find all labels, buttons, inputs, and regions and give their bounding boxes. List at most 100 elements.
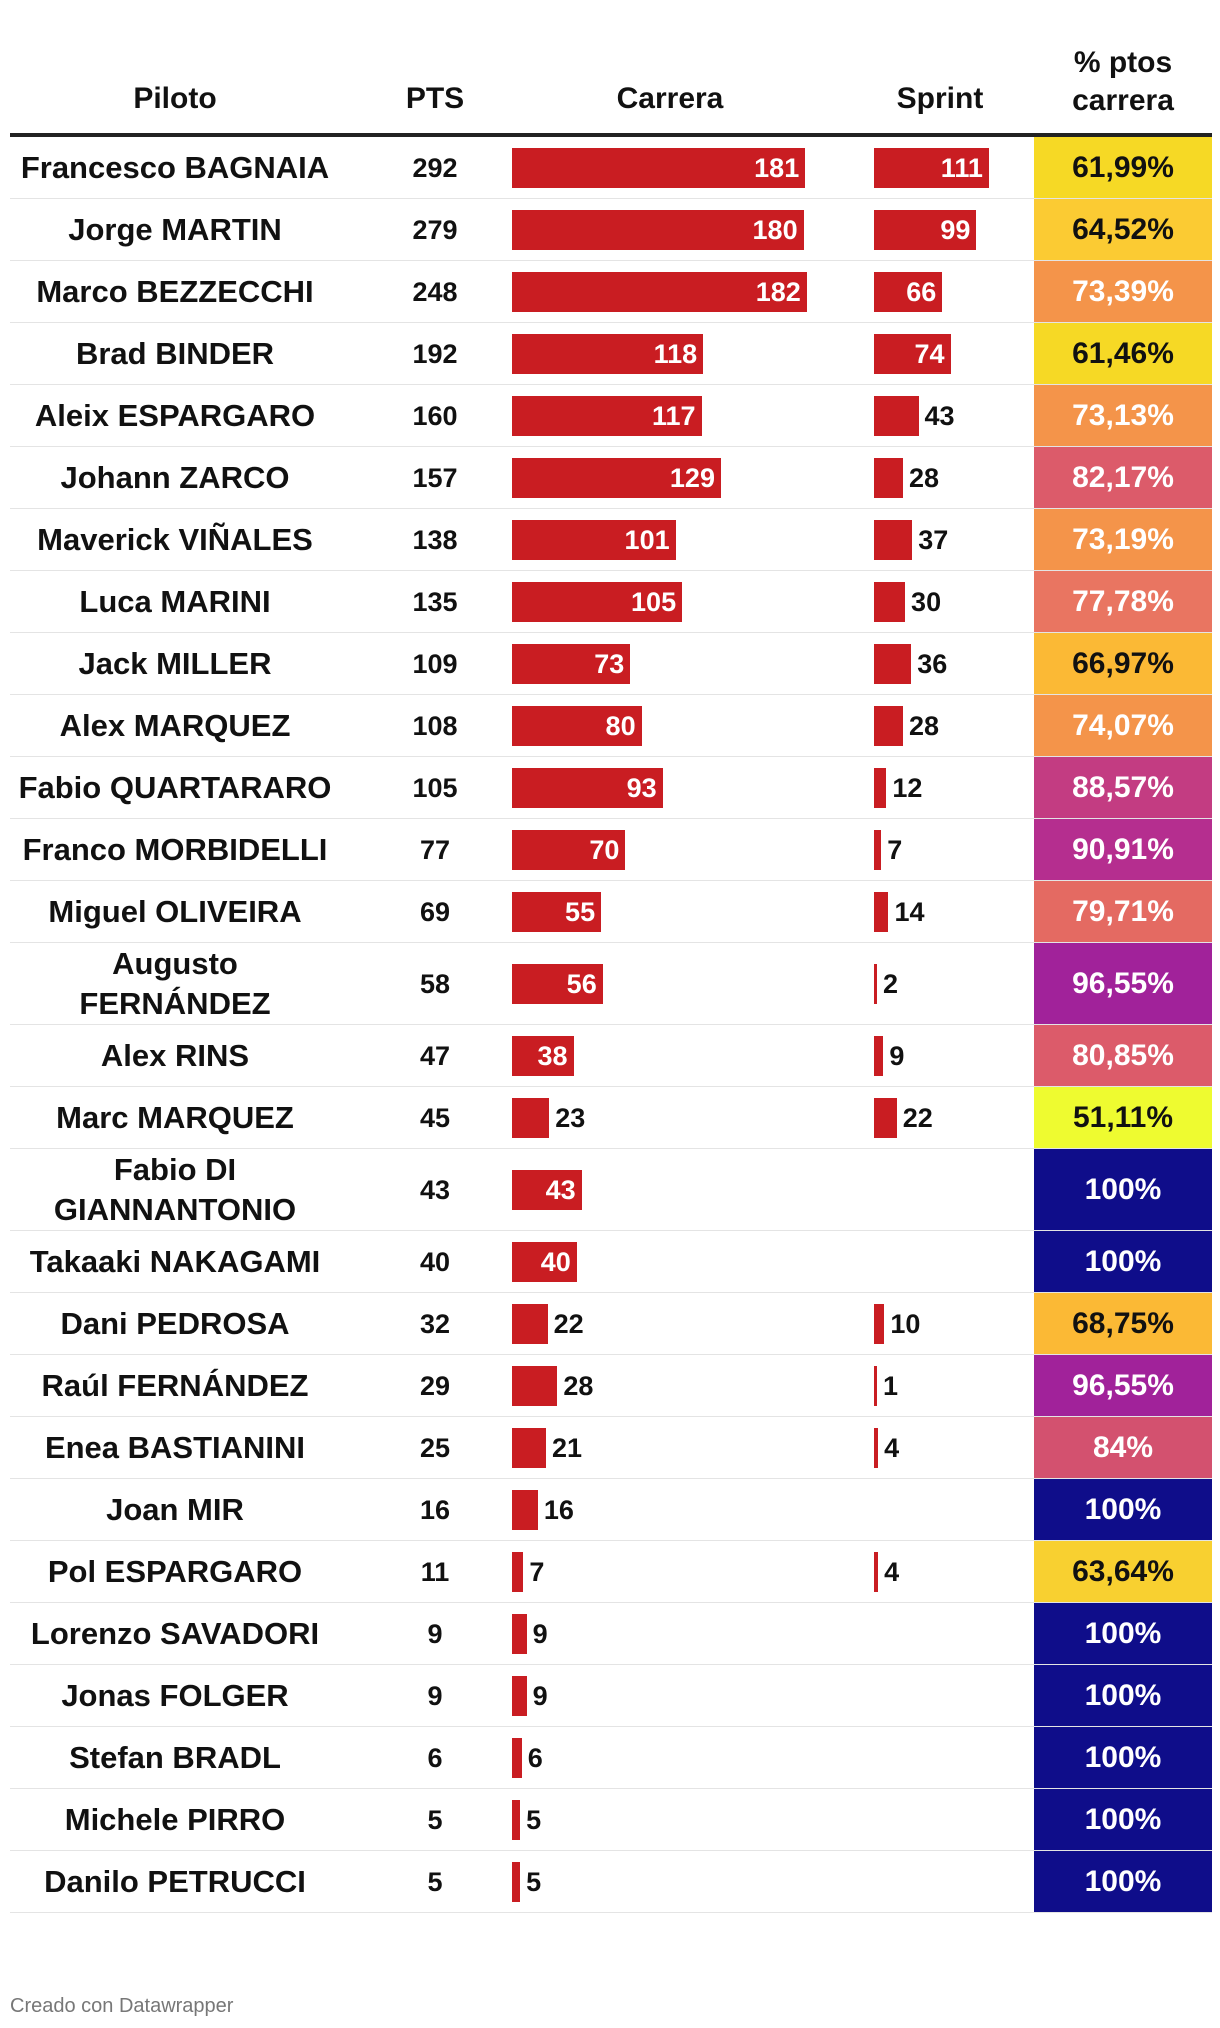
carrera-value: 16: [543, 1495, 574, 1525]
row-divider: [10, 818, 1212, 819]
table-row: Marc MARQUEZ 45 23 22 51,11%: [10, 1087, 1212, 1149]
sprint-value: 12: [892, 773, 923, 803]
carrera-bar: [512, 1738, 522, 1778]
carrera-value: 80: [605, 711, 636, 741]
carrera-bar: [512, 1800, 521, 1840]
rider-points: 47: [419, 1040, 451, 1071]
sprint-value: 30: [911, 587, 942, 617]
row-divider: [10, 942, 1212, 943]
rider-points: 32: [419, 1308, 451, 1339]
carrera-value: 23: [555, 1103, 586, 1133]
carrera-bar: [512, 830, 626, 870]
carrera-value: 73: [594, 649, 625, 679]
sprint-value: 9: [889, 1041, 905, 1071]
sprint-bar: [874, 706, 903, 746]
sprint-bar: [874, 272, 943, 312]
sprint-bar: [874, 334, 951, 374]
rider-name: Raúl FERNÁNDEZ: [41, 1368, 309, 1403]
rider-points: 43: [419, 1174, 451, 1205]
rider-points: 109: [412, 648, 458, 679]
carrera-bar: [512, 1614, 527, 1654]
carrera-bar: [512, 644, 631, 684]
race-points-percentage: 73,39%: [1034, 261, 1212, 323]
rider-points: 108: [412, 710, 458, 741]
rider-points: 16: [419, 1494, 451, 1525]
race-points-percentage: 100%: [1034, 1727, 1212, 1789]
sprint-value: 7: [887, 835, 903, 865]
table-row: Dani PEDROSA 32 22 10 68,75%: [10, 1293, 1212, 1355]
race-points-percentage: 84%: [1034, 1417, 1212, 1479]
carrera-bar: [512, 1428, 547, 1468]
row-divider: [10, 1292, 1212, 1293]
table-row: Jorge MARTIN 279 180 99 64,52%: [10, 199, 1212, 261]
rider-name: Takaaki NAKAGAMI: [29, 1244, 321, 1279]
sprint-value: 1: [883, 1371, 899, 1401]
table-row: Enea BASTIANINI 25 21 4 84%: [10, 1417, 1212, 1479]
table-row: Lorenzo SAVADORI 9 9 100%: [10, 1603, 1212, 1665]
row-divider: [10, 1540, 1212, 1541]
race-points-percentage: 100%: [1034, 1789, 1212, 1851]
race-points-percentage: 68,75%: [1034, 1293, 1212, 1355]
sprint-bar: [874, 458, 903, 498]
carrera-bar: [512, 396, 702, 436]
header-pct-line1: % ptos: [1073, 46, 1173, 79]
carrera-value: 6: [527, 1743, 543, 1773]
race-points-percentage: 100%: [1034, 1149, 1212, 1231]
rider-points: 77: [419, 834, 451, 865]
rider-name: Michele PIRRO: [64, 1802, 286, 1837]
carrera-value: 43: [545, 1175, 576, 1205]
rider-name: Lorenzo SAVADORI: [30, 1616, 320, 1651]
sprint-bar: [874, 1304, 885, 1344]
header-pts: PTS: [405, 82, 465, 115]
race-points-percentage: 66,97%: [1034, 633, 1212, 695]
carrera-bar: [512, 210, 804, 250]
race-points-percentage: 100%: [1034, 1665, 1212, 1727]
table-row: Fabio DI GIANNANTONIO 43 43 100%: [10, 1149, 1212, 1231]
rider-name: Brad BINDER: [75, 336, 275, 371]
sprint-bar: [874, 1552, 879, 1592]
carrera-value: 117: [651, 401, 696, 431]
table-row: Raúl FERNÁNDEZ 29 28 1 96,55%: [10, 1355, 1212, 1417]
table-row: Danilo PETRUCCI 5 5 100%: [10, 1851, 1212, 1913]
carrera-bar: [512, 706, 642, 746]
table-row: Aleix ESPARGARO 160 117 43 73,13%: [10, 385, 1212, 447]
carrera-bar: [512, 582, 683, 622]
sprint-bar: [874, 1098, 897, 1138]
row-divider: [10, 384, 1212, 385]
carrera-value: 22: [553, 1309, 584, 1339]
rider-points: 58: [419, 968, 451, 999]
rider-name: Stefan BRADL: [69, 1740, 281, 1775]
rider-name: Aleix ESPARGARO: [34, 398, 316, 433]
race-points-percentage: 61,46%: [1034, 323, 1212, 385]
carrera-value: 101: [624, 525, 670, 555]
row-divider: [10, 1086, 1212, 1087]
table-row: Pol ESPARGARO 11 7 4 63,64%: [10, 1541, 1212, 1603]
row-divider: [10, 1148, 1212, 1149]
row-divider: [10, 756, 1212, 757]
race-points-percentage: 77,78%: [1034, 571, 1212, 633]
row-divider: [10, 1850, 1212, 1851]
sprint-bar: [874, 964, 877, 1004]
rider-name: Danilo PETRUCCI: [44, 1864, 306, 1899]
sprint-bar: [874, 210, 977, 250]
carrera-bar: [512, 1170, 582, 1210]
table-row: Maverick VIÑALES 138 101 37 73,19%: [10, 509, 1212, 571]
carrera-value: 40: [540, 1247, 571, 1277]
rider-points: 6: [427, 1742, 443, 1773]
race-points-percentage: 51,11%: [1034, 1087, 1212, 1149]
rider-name: Franco MORBIDELLI: [22, 832, 328, 867]
rider-points: 279: [412, 214, 458, 245]
table-row: Franco MORBIDELLI 77 70 7 90,91%: [10, 819, 1212, 881]
table-row: Jack MILLER 109 73 36 66,97%: [10, 633, 1212, 695]
row-divider: [10, 1726, 1212, 1727]
footer-credit: Creado con Datawrapper: [10, 1995, 234, 2017]
sprint-bar: [874, 768, 887, 808]
sprint-value: 2: [883, 969, 899, 999]
carrera-value: 38: [537, 1041, 568, 1071]
rider-points: 9: [427, 1618, 443, 1649]
table-row: Luca MARINI 135 105 30 77,78%: [10, 571, 1212, 633]
carrera-bar: [512, 768, 663, 808]
sprint-bar: [874, 520, 913, 560]
rider-name: Alex RINS: [100, 1038, 250, 1073]
